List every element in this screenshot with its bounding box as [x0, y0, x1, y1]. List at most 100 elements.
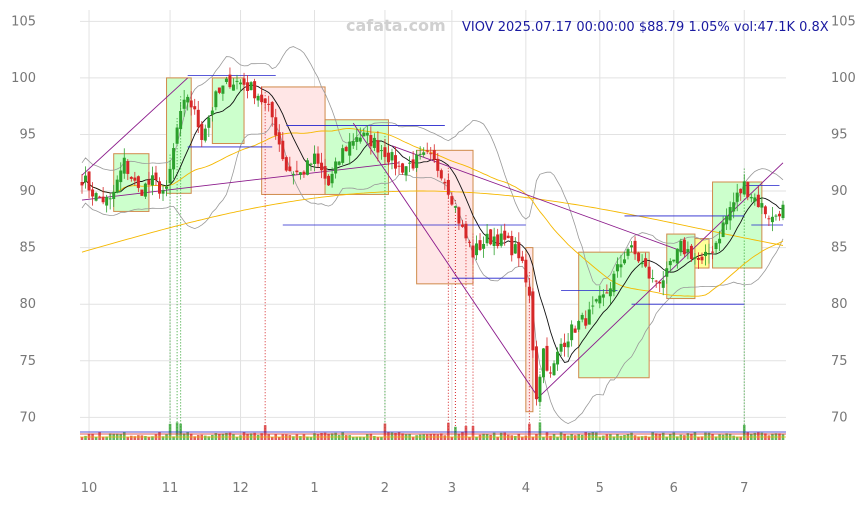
volume-bar	[538, 422, 542, 440]
candle-body	[80, 181, 84, 186]
volume-bar	[84, 435, 87, 440]
candle-body	[654, 280, 658, 282]
y-tick-label-left: 100	[11, 71, 36, 86]
candle-body	[189, 100, 193, 108]
volume-bar	[242, 432, 246, 440]
y-tick-label-left: 75	[19, 354, 36, 369]
candle-body	[284, 157, 288, 171]
candle-body	[147, 179, 151, 185]
volume-bar	[214, 433, 218, 440]
candle-body	[489, 229, 493, 245]
volume-bar	[542, 436, 545, 440]
ma-mid-line	[81, 128, 784, 297]
candle-body	[165, 186, 169, 189]
volume-bar	[313, 433, 316, 440]
volume-bar	[676, 436, 679, 440]
candle-body	[143, 183, 147, 197]
candle-body	[105, 196, 109, 206]
candle-body	[689, 245, 693, 260]
volume-bar	[623, 435, 626, 440]
volume-bar	[140, 435, 144, 440]
volume-bar	[683, 435, 686, 440]
volume-bar	[587, 432, 591, 440]
candle-body	[682, 239, 686, 255]
candle-body	[520, 256, 524, 261]
volume-bar	[355, 436, 359, 440]
x-tick-label: 12	[232, 481, 249, 496]
volume-bar	[337, 435, 341, 440]
candle-body	[538, 376, 542, 402]
candle-body	[756, 194, 760, 208]
candle-body	[362, 132, 366, 137]
y-tick-label-left: 105	[11, 14, 36, 29]
volume-bar	[306, 436, 309, 440]
volume-bar	[122, 432, 126, 440]
volume-bar	[344, 435, 348, 440]
candle-body	[661, 280, 665, 288]
horizontal-levels	[187, 75, 783, 305]
candle-body	[168, 168, 172, 184]
volume-bar	[105, 436, 108, 440]
candle-body	[591, 305, 595, 307]
volume-bar	[277, 436, 281, 440]
volume-bar	[387, 432, 390, 440]
candle-body	[482, 243, 486, 249]
volume-bar	[524, 435, 528, 440]
volume-bar	[714, 436, 718, 440]
volume-bar	[362, 436, 366, 440]
volume-bar	[211, 434, 214, 440]
candle-body	[330, 173, 334, 184]
candle-body	[401, 163, 405, 173]
candle-body	[140, 189, 144, 196]
volume-bar	[619, 435, 623, 440]
candle-body	[196, 109, 200, 128]
candle-body	[263, 98, 267, 104]
volume-bar	[700, 436, 704, 440]
candle-body	[84, 175, 88, 182]
candle-body	[129, 176, 133, 179]
candlesticks	[80, 67, 785, 407]
x-tick-label: 1	[310, 481, 318, 496]
candle-body	[767, 218, 771, 220]
candle-body	[150, 175, 154, 186]
candle-body	[672, 259, 676, 262]
candle-body	[467, 241, 471, 243]
candle-body	[408, 162, 412, 164]
candle-body	[686, 249, 690, 253]
candle-body	[372, 137, 376, 148]
volume-bar	[126, 436, 130, 440]
y-tick-label-right: 100	[831, 71, 856, 86]
volume-bar	[531, 436, 535, 440]
y-tick-label-left: 80	[19, 297, 36, 312]
candle-body	[270, 102, 274, 118]
volume-bar	[693, 432, 697, 440]
candle-body	[221, 85, 225, 94]
candle-body	[746, 182, 750, 198]
volume-bar	[239, 435, 242, 440]
volume-bar	[767, 435, 771, 440]
consolidation-box	[211, 77, 245, 145]
candle-body	[608, 288, 612, 297]
volume-bar	[380, 436, 383, 440]
candle-body	[256, 95, 260, 101]
candle-body	[334, 161, 338, 174]
volume-bar	[584, 432, 588, 440]
candle-body	[260, 94, 264, 103]
candle-body	[305, 160, 309, 175]
volume-bar	[707, 432, 711, 440]
candle-body	[693, 257, 697, 259]
bollinger-lower	[81, 122, 784, 425]
candle-body	[348, 141, 352, 156]
candle-body	[478, 240, 482, 250]
volume-bar	[390, 432, 394, 440]
volume-bar	[732, 435, 735, 440]
volume-bar	[415, 435, 418, 440]
volume-bar	[644, 435, 647, 440]
candle-body	[429, 153, 433, 155]
volume-bar	[334, 432, 337, 440]
candle-body	[432, 150, 436, 160]
candle-body	[214, 91, 218, 108]
volume-bar	[320, 432, 323, 440]
candle-body	[94, 193, 98, 201]
candle-body	[749, 197, 753, 199]
